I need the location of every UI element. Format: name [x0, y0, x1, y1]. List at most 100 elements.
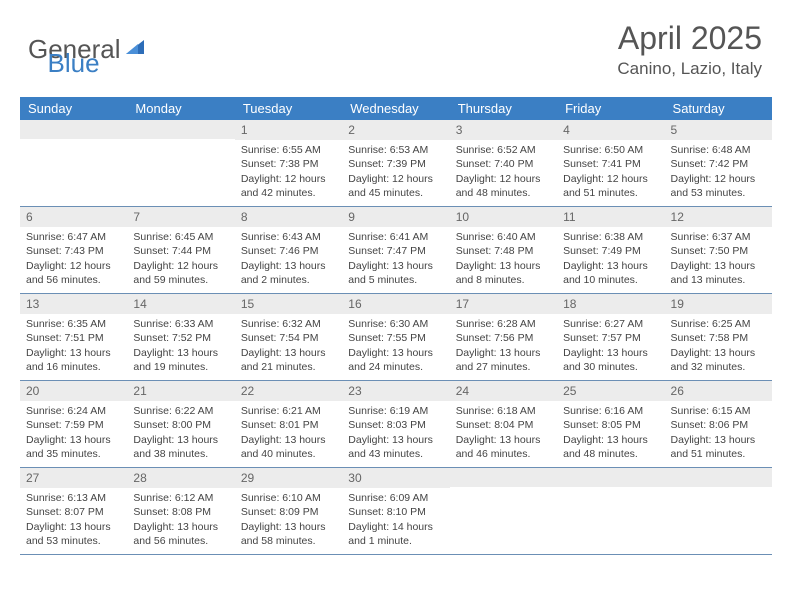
day-body: Sunrise: 6:45 AMSunset: 7:44 PMDaylight:… [127, 227, 234, 293]
daylight-text: Daylight: 13 hours and 16 minutes. [26, 346, 121, 374]
day-cell: 29Sunrise: 6:10 AMSunset: 8:09 PMDayligh… [235, 468, 342, 554]
sunrise-text: Sunrise: 6:48 AM [671, 143, 766, 157]
sunset-text: Sunset: 7:47 PM [348, 244, 443, 258]
daylight-text: Daylight: 13 hours and 53 minutes. [26, 520, 121, 548]
day-number: 11 [557, 207, 664, 227]
daylight-text: Daylight: 14 hours and 1 minute. [348, 520, 443, 548]
day-body: Sunrise: 6:47 AMSunset: 7:43 PMDaylight:… [20, 227, 127, 293]
day-cell: 13Sunrise: 6:35 AMSunset: 7:51 PMDayligh… [20, 294, 127, 380]
sunset-text: Sunset: 7:42 PM [671, 157, 766, 171]
day-cell: 7Sunrise: 6:45 AMSunset: 7:44 PMDaylight… [127, 207, 234, 293]
day-number [450, 468, 557, 487]
daylight-text: Daylight: 13 hours and 32 minutes. [671, 346, 766, 374]
sunset-text: Sunset: 8:01 PM [241, 418, 336, 432]
day-body: Sunrise: 6:41 AMSunset: 7:47 PMDaylight:… [342, 227, 449, 293]
week-row: 27Sunrise: 6:13 AMSunset: 8:07 PMDayligh… [20, 468, 772, 555]
daylight-text: Daylight: 13 hours and 10 minutes. [563, 259, 658, 287]
daylight-text: Daylight: 13 hours and 56 minutes. [133, 520, 228, 548]
day-body: Sunrise: 6:15 AMSunset: 8:06 PMDaylight:… [665, 401, 772, 467]
day-cell: 12Sunrise: 6:37 AMSunset: 7:50 PMDayligh… [665, 207, 772, 293]
weekday-tuesday: Tuesday [235, 97, 342, 120]
daylight-text: Daylight: 13 hours and 2 minutes. [241, 259, 336, 287]
sunrise-text: Sunrise: 6:10 AM [241, 491, 336, 505]
sunrise-text: Sunrise: 6:27 AM [563, 317, 658, 331]
day-cell: 30Sunrise: 6:09 AMSunset: 8:10 PMDayligh… [342, 468, 449, 554]
day-number: 18 [557, 294, 664, 314]
sunrise-text: Sunrise: 6:53 AM [348, 143, 443, 157]
daylight-text: Daylight: 12 hours and 51 minutes. [563, 172, 658, 200]
day-number: 17 [450, 294, 557, 314]
day-cell: 25Sunrise: 6:16 AMSunset: 8:05 PMDayligh… [557, 381, 664, 467]
day-cell: 18Sunrise: 6:27 AMSunset: 7:57 PMDayligh… [557, 294, 664, 380]
day-cell: 8Sunrise: 6:43 AMSunset: 7:46 PMDaylight… [235, 207, 342, 293]
day-cell: 4Sunrise: 6:50 AMSunset: 7:41 PMDaylight… [557, 120, 664, 206]
day-number: 12 [665, 207, 772, 227]
day-cell: 20Sunrise: 6:24 AMSunset: 7:59 PMDayligh… [20, 381, 127, 467]
sunrise-text: Sunrise: 6:55 AM [241, 143, 336, 157]
day-body: Sunrise: 6:12 AMSunset: 8:08 PMDaylight:… [127, 488, 234, 554]
day-number [127, 120, 234, 139]
daylight-text: Daylight: 12 hours and 45 minutes. [348, 172, 443, 200]
sunset-text: Sunset: 8:10 PM [348, 505, 443, 519]
sunset-text: Sunset: 7:54 PM [241, 331, 336, 345]
day-number [557, 468, 664, 487]
sunrise-text: Sunrise: 6:32 AM [241, 317, 336, 331]
daylight-text: Daylight: 13 hours and 19 minutes. [133, 346, 228, 374]
sunrise-text: Sunrise: 6:52 AM [456, 143, 551, 157]
day-number: 28 [127, 468, 234, 488]
sunset-text: Sunset: 8:09 PM [241, 505, 336, 519]
daylight-text: Daylight: 12 hours and 48 minutes. [456, 172, 551, 200]
daylight-text: Daylight: 13 hours and 13 minutes. [671, 259, 766, 287]
day-number: 16 [342, 294, 449, 314]
day-number: 26 [665, 381, 772, 401]
daylight-text: Daylight: 13 hours and 27 minutes. [456, 346, 551, 374]
day-cell: 24Sunrise: 6:18 AMSunset: 8:04 PMDayligh… [450, 381, 557, 467]
daylight-text: Daylight: 13 hours and 30 minutes. [563, 346, 658, 374]
header: General Blue April 2025 Canino, Lazio, I… [0, 0, 792, 89]
daylight-text: Daylight: 13 hours and 40 minutes. [241, 433, 336, 461]
day-cell: 21Sunrise: 6:22 AMSunset: 8:00 PMDayligh… [127, 381, 234, 467]
logo-icon [124, 36, 146, 58]
sunrise-text: Sunrise: 6:25 AM [671, 317, 766, 331]
calendar: SundayMondayTuesdayWednesdayThursdayFrid… [20, 97, 772, 555]
day-number [20, 120, 127, 139]
sunset-text: Sunset: 8:05 PM [563, 418, 658, 432]
weekday-saturday: Saturday [665, 97, 772, 120]
day-cell: 28Sunrise: 6:12 AMSunset: 8:08 PMDayligh… [127, 468, 234, 554]
sunrise-text: Sunrise: 6:30 AM [348, 317, 443, 331]
sunset-text: Sunset: 7:40 PM [456, 157, 551, 171]
weekday-monday: Monday [127, 97, 234, 120]
sunrise-text: Sunrise: 6:35 AM [26, 317, 121, 331]
title-block: April 2025 Canino, Lazio, Italy [617, 20, 762, 79]
weekday-friday: Friday [557, 97, 664, 120]
sunrise-text: Sunrise: 6:12 AM [133, 491, 228, 505]
day-number: 1 [235, 120, 342, 140]
daylight-text: Daylight: 12 hours and 53 minutes. [671, 172, 766, 200]
sunset-text: Sunset: 7:59 PM [26, 418, 121, 432]
sunrise-text: Sunrise: 6:45 AM [133, 230, 228, 244]
day-number: 14 [127, 294, 234, 314]
month-title: April 2025 [617, 20, 762, 57]
day-body: Sunrise: 6:24 AMSunset: 7:59 PMDaylight:… [20, 401, 127, 467]
day-body: Sunrise: 6:28 AMSunset: 7:56 PMDaylight:… [450, 314, 557, 380]
day-body: Sunrise: 6:16 AMSunset: 8:05 PMDaylight:… [557, 401, 664, 467]
daylight-text: Daylight: 12 hours and 59 minutes. [133, 259, 228, 287]
location: Canino, Lazio, Italy [617, 59, 762, 79]
day-cell: 9Sunrise: 6:41 AMSunset: 7:47 PMDaylight… [342, 207, 449, 293]
sunset-text: Sunset: 7:38 PM [241, 157, 336, 171]
sunset-text: Sunset: 8:04 PM [456, 418, 551, 432]
day-number: 2 [342, 120, 449, 140]
day-number: 24 [450, 381, 557, 401]
daylight-text: Daylight: 13 hours and 24 minutes. [348, 346, 443, 374]
sunset-text: Sunset: 7:51 PM [26, 331, 121, 345]
day-cell: 5Sunrise: 6:48 AMSunset: 7:42 PMDaylight… [665, 120, 772, 206]
daylight-text: Daylight: 13 hours and 8 minutes. [456, 259, 551, 287]
sunset-text: Sunset: 7:50 PM [671, 244, 766, 258]
week-row: 20Sunrise: 6:24 AMSunset: 7:59 PMDayligh… [20, 381, 772, 468]
daylight-text: Daylight: 13 hours and 35 minutes. [26, 433, 121, 461]
day-body: Sunrise: 6:35 AMSunset: 7:51 PMDaylight:… [20, 314, 127, 380]
day-cell: 3Sunrise: 6:52 AMSunset: 7:40 PMDaylight… [450, 120, 557, 206]
day-body: Sunrise: 6:50 AMSunset: 7:41 PMDaylight:… [557, 140, 664, 206]
sunset-text: Sunset: 7:46 PM [241, 244, 336, 258]
daylight-text: Daylight: 13 hours and 21 minutes. [241, 346, 336, 374]
